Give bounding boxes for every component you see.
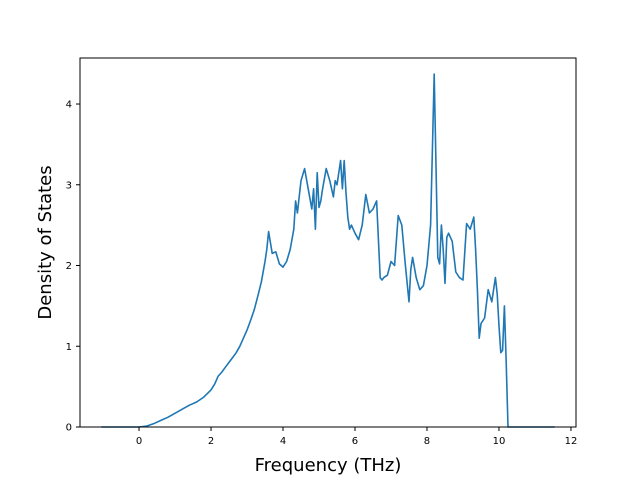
y-tick-label: 3	[66, 180, 72, 191]
dos-series-line	[101, 73, 555, 428]
y-tick-label: 0	[66, 423, 72, 434]
x-tick-label: 2	[208, 436, 214, 447]
y-axis-label: Density of States	[35, 165, 56, 319]
axes-frame	[79, 57, 577, 428]
plot-area	[101, 73, 555, 428]
x-tick-label: 0	[136, 436, 142, 447]
x-axis-ticks: 0 2 4 6 8 10 12	[136, 427, 577, 447]
x-tick-label: 10	[493, 436, 506, 447]
y-tick-label: 4	[66, 100, 72, 111]
x-tick-label: 8	[424, 436, 430, 447]
x-tick-label: 6	[352, 436, 358, 447]
x-tick-label: 4	[280, 436, 286, 447]
y-axis-ticks: 0 1 2 3 4	[66, 100, 80, 434]
y-tick-label: 2	[66, 261, 72, 272]
x-axis-label: Frequency (THz)	[255, 455, 402, 476]
y-tick-label: 1	[66, 342, 72, 353]
x-tick-label: 12	[565, 436, 578, 447]
